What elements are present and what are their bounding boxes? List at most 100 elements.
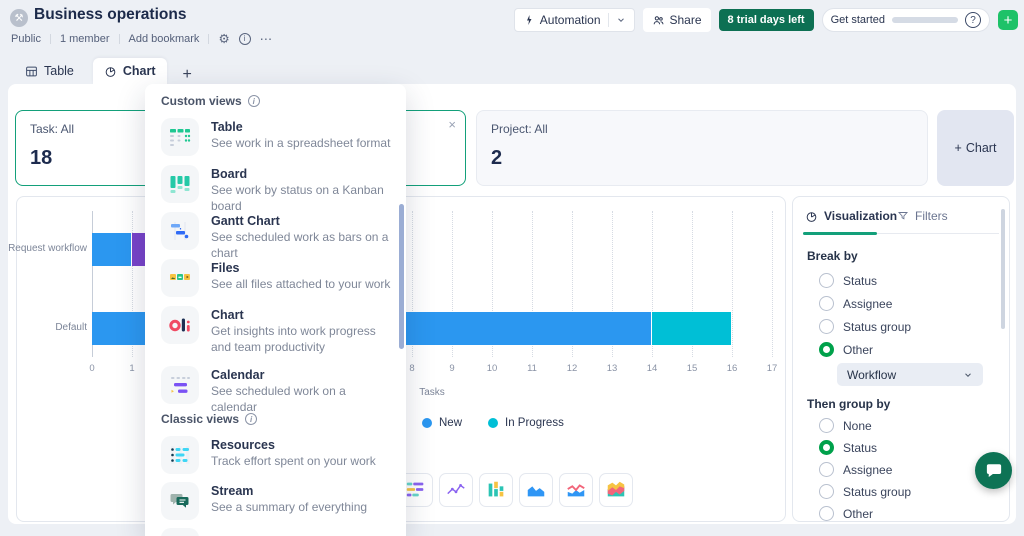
radio-icon xyxy=(819,273,834,288)
resources-view-icon xyxy=(161,436,199,474)
menu-item-chart[interactable]: Chart Get insights into work progress and… xyxy=(161,306,393,355)
menu-item-name: Stream xyxy=(211,484,254,498)
radio-break-assignee[interactable]: Assignee xyxy=(819,296,892,311)
menu-item-desc: See scheduled work as bars on a chart xyxy=(211,230,389,260)
active-tab-underline xyxy=(803,232,877,235)
menu-item-partial[interactable] xyxy=(161,528,393,536)
add-bookmark-link[interactable]: Add bookmark xyxy=(128,33,200,46)
get-started-widget[interactable]: Get started ? xyxy=(821,8,990,32)
menu-item-desc: See all files attached to your work xyxy=(211,277,391,291)
x-tick-label: 1 xyxy=(129,363,135,374)
table-view-icon xyxy=(161,118,199,156)
menu-item-name: Resources xyxy=(211,438,275,452)
close-icon[interactable]: × xyxy=(448,117,456,132)
menu-item-table[interactable]: Table See work in a spreadsheet format xyxy=(161,118,393,156)
chevron-down-icon xyxy=(963,370,973,380)
board-meta: Public 1 member Add bookmark ⚙ i ⋯ xyxy=(11,33,272,46)
tools-icon: ⚒ xyxy=(14,12,24,24)
menu-item-desc: See work in a spreadsheet format xyxy=(211,136,391,150)
info-icon[interactable]: i xyxy=(245,413,258,425)
radio-group-other[interactable]: Other xyxy=(819,506,873,521)
chart-settings-sidebar: Visualization Filters Break by Status As… xyxy=(792,196,1010,522)
automation-button[interactable]: Automation xyxy=(513,8,635,32)
summary-card-project[interactable]: Project: All 2 xyxy=(476,110,928,186)
stream-view-icon xyxy=(161,482,199,520)
menu-item-desc: Get insights into work progress and team… xyxy=(211,324,376,354)
menu-item-desc: See a summary of everything xyxy=(211,500,368,514)
workspace-avatar[interactable]: ⚒ xyxy=(10,9,28,27)
menu-item-resources[interactable]: Resources Track effort spent on your work xyxy=(161,436,393,474)
legend-item[interactable]: In Progress xyxy=(488,417,564,429)
chart-type-area-icon[interactable] xyxy=(519,473,553,507)
tab-visualization[interactable]: Visualization xyxy=(805,209,897,223)
menu-item-name: Board xyxy=(211,167,248,181)
tab-chart[interactable]: Chart xyxy=(92,58,167,84)
radio-break-other[interactable]: Other xyxy=(819,342,873,357)
add-view-menu: Custom views i Table See work in a spread… xyxy=(145,84,406,536)
menu-item-board[interactable]: Board See work by status on a Kanban boar… xyxy=(161,165,393,214)
card-value: 2 xyxy=(491,147,503,169)
members-label[interactable]: 1 member xyxy=(59,33,110,46)
then-group-by-heading: Then group by xyxy=(807,397,891,411)
add-chart-button[interactable]: + Chart xyxy=(937,110,1014,186)
gridline xyxy=(572,211,573,357)
chart-legend: New In Progress xyxy=(422,417,564,429)
radio-group-none[interactable]: None xyxy=(819,418,872,433)
radio-group-assignee[interactable]: Assignee xyxy=(819,462,892,477)
add-view-button[interactable]: + xyxy=(182,66,192,83)
workflow-select[interactable]: Workflow xyxy=(837,363,983,386)
card-label: Task: All xyxy=(30,122,75,136)
gear-icon[interactable]: ⚙ xyxy=(218,32,230,46)
menu-item-calendar[interactable]: Calendar See scheduled work on a calendar xyxy=(161,366,393,415)
radio-group-status-group[interactable]: Status group xyxy=(819,484,911,499)
menu-item-name: Table xyxy=(211,120,243,134)
x-tick-label: 10 xyxy=(486,363,498,374)
radio-break-status-group[interactable]: Status group xyxy=(819,319,911,334)
menu-item-gantt[interactable]: Gantt Chart See scheduled work as bars on… xyxy=(161,212,393,261)
chat-launcher-button[interactable] xyxy=(975,452,1012,489)
divider xyxy=(118,34,120,45)
menu-scrollbar[interactable] xyxy=(399,204,404,349)
add-button[interactable]: + xyxy=(998,10,1018,30)
radio-break-status[interactable]: Status xyxy=(819,273,877,288)
radio-icon xyxy=(819,462,834,477)
lightning-icon xyxy=(523,14,535,26)
chat-icon xyxy=(985,462,1003,480)
legend-dot xyxy=(422,418,432,428)
radio-icon xyxy=(819,440,834,455)
divider xyxy=(208,34,210,45)
menu-item-files[interactable]: Files See all files attached to your work xyxy=(161,259,393,297)
bar-segment[interactable] xyxy=(92,233,131,266)
x-tick-label: 14 xyxy=(646,363,658,374)
info-icon[interactable]: i xyxy=(247,95,260,107)
break-by-heading: Break by xyxy=(807,249,858,263)
tab-filters[interactable]: Filters xyxy=(897,209,948,223)
chart-type-stacked-area-icon[interactable] xyxy=(599,473,633,507)
gridline xyxy=(412,211,413,357)
legend-item[interactable]: New xyxy=(422,417,462,429)
chart-type-line-icon[interactable] xyxy=(439,473,473,507)
gridline xyxy=(532,211,533,357)
visibility-label[interactable]: Public xyxy=(11,33,41,46)
bar-segment[interactable] xyxy=(652,312,731,345)
help-icon[interactable]: ? xyxy=(965,12,981,28)
info-icon[interactable]: i xyxy=(238,33,251,46)
chart-type-line-area-icon[interactable] xyxy=(559,473,593,507)
menu-item-stream[interactable]: Stream See a summary of everything xyxy=(161,482,393,520)
sidebar-scrollbar[interactable] xyxy=(1001,209,1005,329)
chevron-down-icon[interactable] xyxy=(616,15,626,25)
pie-chart-icon xyxy=(104,65,117,78)
x-tick-label: 9 xyxy=(449,363,455,374)
chart-type-column-icon[interactable] xyxy=(479,473,513,507)
more-options-icon[interactable]: ⋯ xyxy=(259,32,273,46)
gantt-view-icon xyxy=(161,212,199,250)
x-tick-label: 12 xyxy=(566,363,578,374)
gridline xyxy=(92,211,93,357)
share-button[interactable]: Share xyxy=(642,8,711,32)
gridline xyxy=(492,211,493,357)
radio-group-status[interactable]: Status xyxy=(819,440,877,455)
trial-badge[interactable]: 8 trial days left xyxy=(718,9,814,31)
board-view-icon xyxy=(161,165,199,203)
menu-item-name: Calendar xyxy=(211,368,265,382)
tab-table[interactable]: Table xyxy=(14,58,85,84)
